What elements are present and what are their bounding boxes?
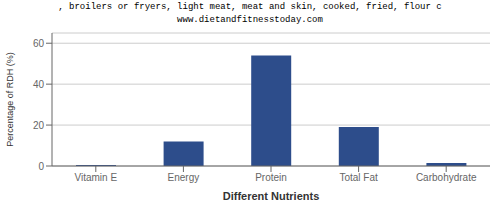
svg-text:0: 0 xyxy=(38,161,44,172)
html-text:www.dietandfitnesstoday.com: www.dietandfitnesstoday.com xyxy=(177,15,323,25)
svg-text:Total Fat: Total Fat xyxy=(339,172,378,183)
svg-text:Protein: Protein xyxy=(255,172,287,183)
svg-text:60: 60 xyxy=(33,38,45,49)
svg-text:Energy: Energy xyxy=(168,172,200,183)
svg-text:Percentage of RDH (%): Percentage of RDH (%) xyxy=(5,52,15,147)
svg-text:Different Nutrients: Different Nutrients xyxy=(223,190,320,200)
svg-text:40: 40 xyxy=(33,79,45,90)
svg-text:Carbohydrate: Carbohydrate xyxy=(416,172,477,183)
svg-text:20: 20 xyxy=(33,120,45,131)
svg-text:Vitamin E: Vitamin E xyxy=(74,172,117,183)
html-text:, broilers or fryers, light me: , broilers or fryers, light meat, meat a… xyxy=(58,2,442,12)
